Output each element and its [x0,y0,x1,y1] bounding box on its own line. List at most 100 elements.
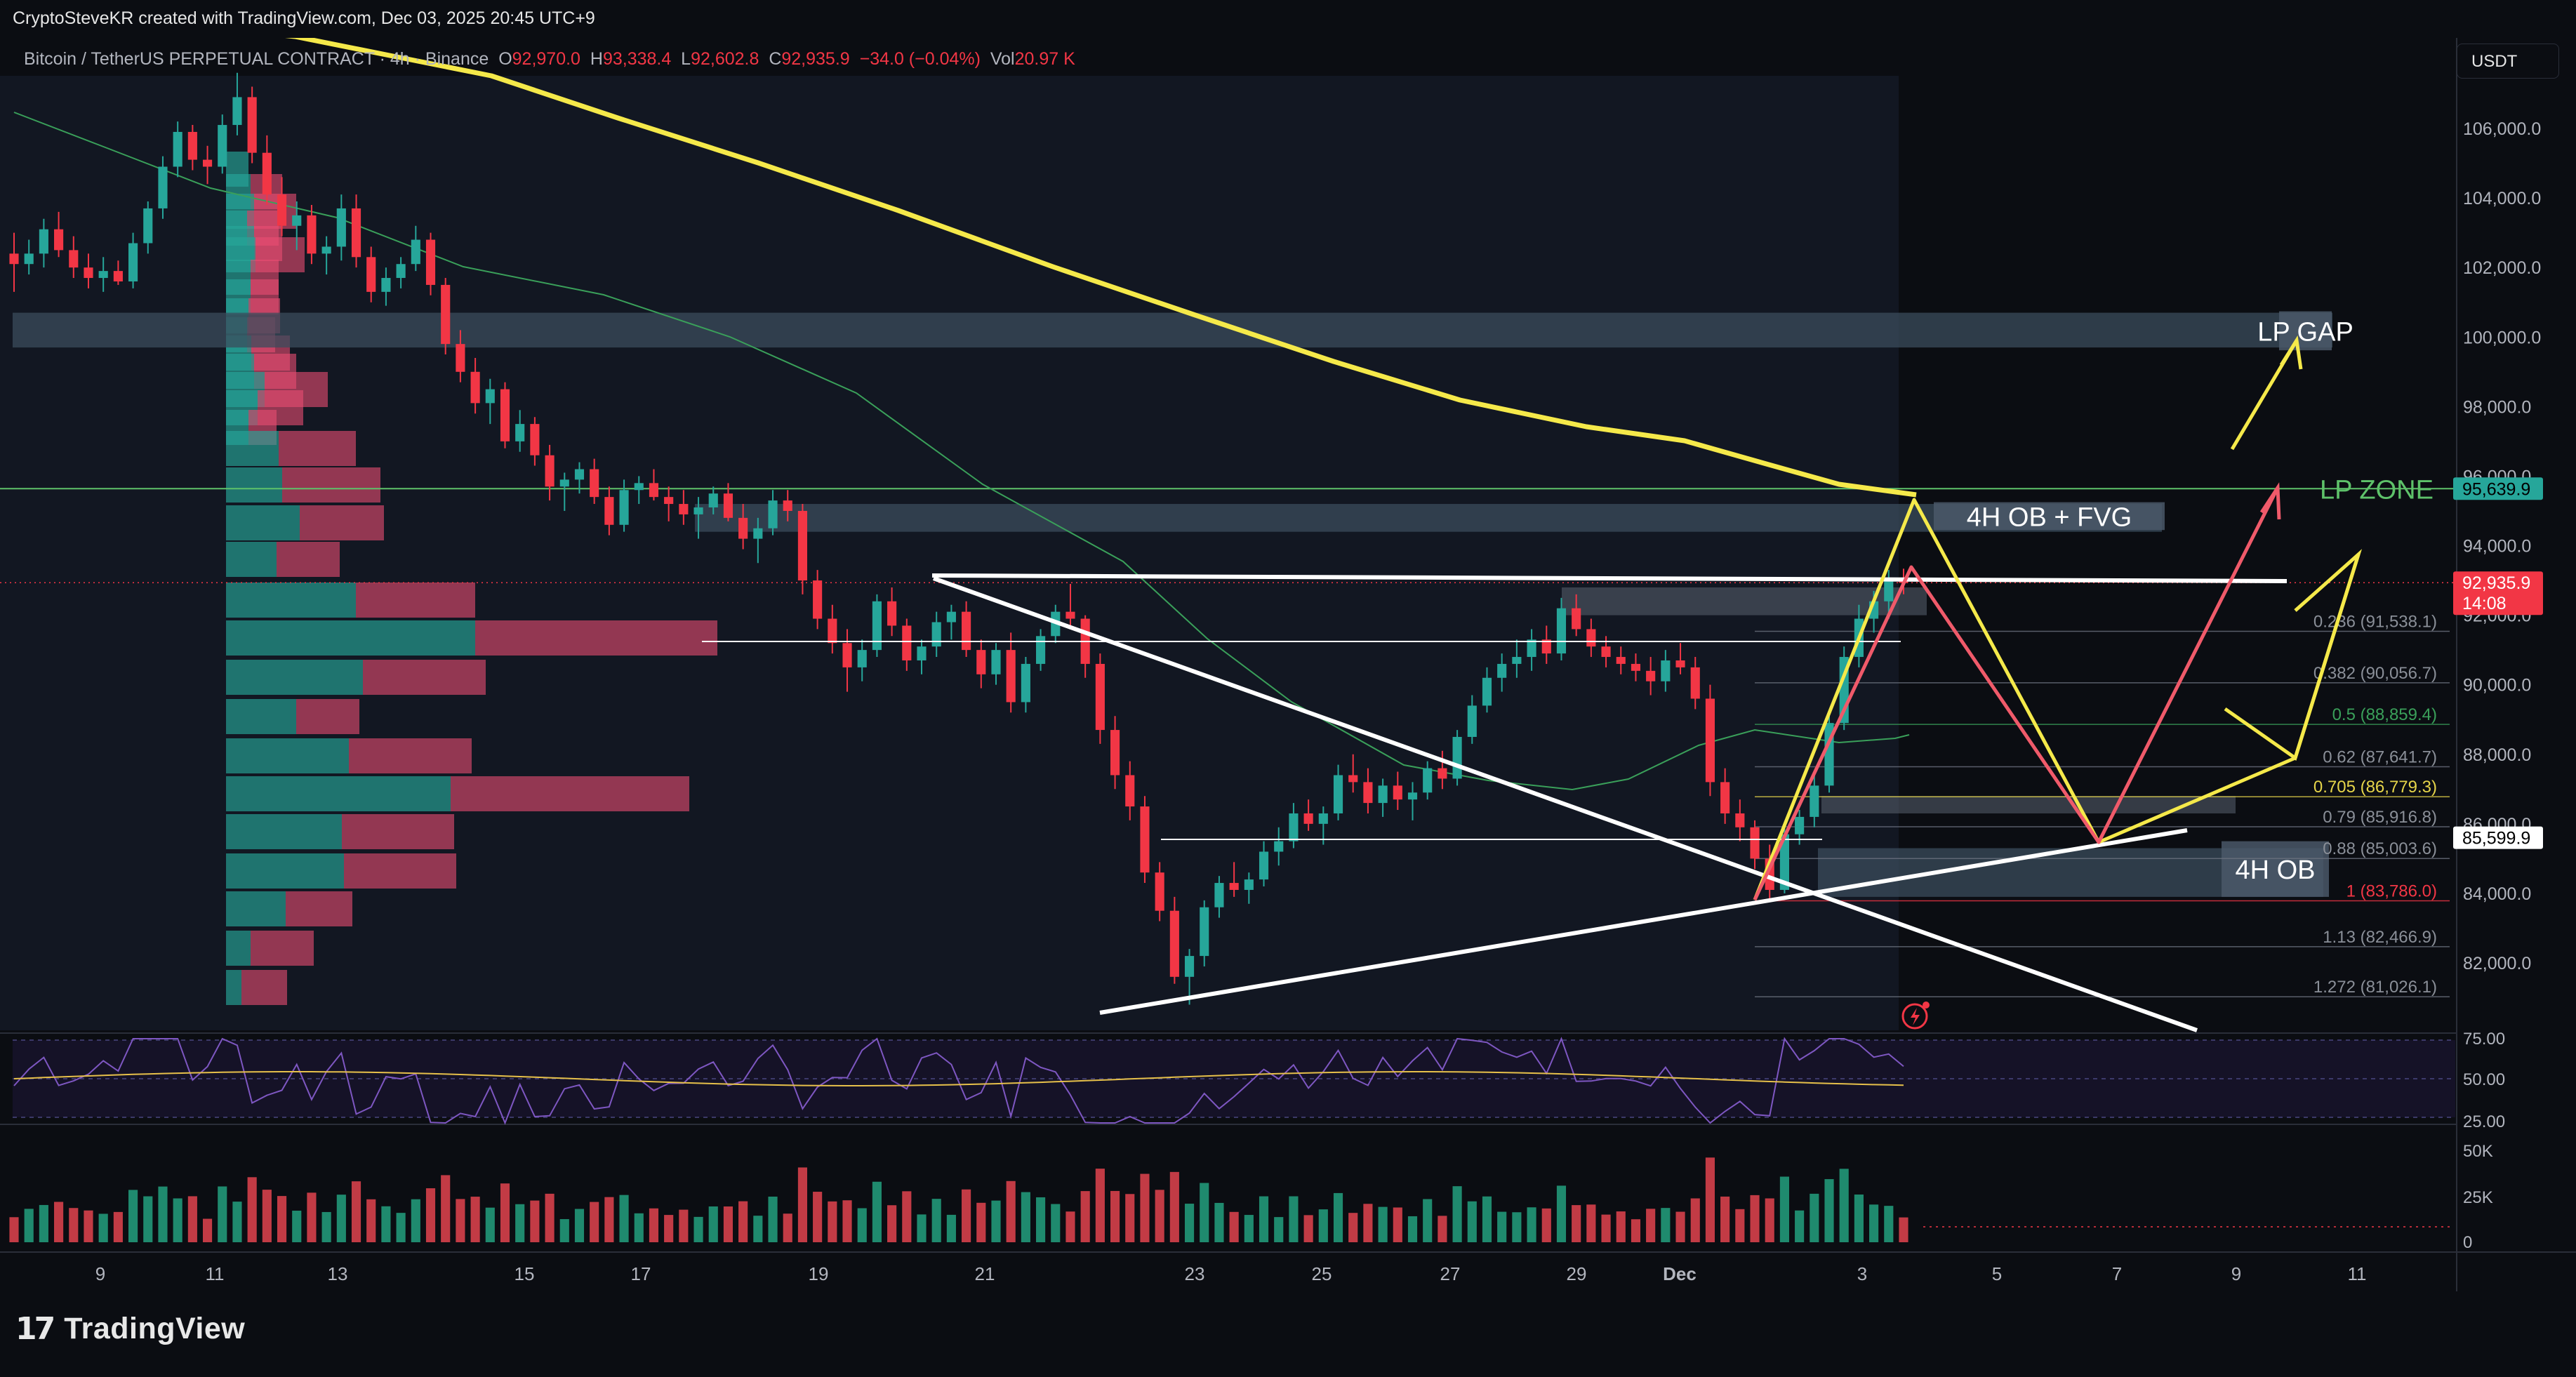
candle-down [1735,813,1745,827]
price-tick-label: 98,000.0 [2463,397,2531,417]
candle-down [1348,775,1358,783]
volume-bar [887,1205,897,1242]
fib-label: 0.705 (86,779.3) [2313,778,2437,797]
candle-down [828,618,837,644]
volume-bar [559,1219,569,1242]
candle-down [9,253,19,265]
volume-profile-buy [226,776,451,811]
volume-bar [753,1216,763,1242]
drawings[interactable] [702,335,2363,1032]
resistance-line [931,573,2288,583]
volume-bar [84,1210,93,1242]
candle-up [872,601,882,651]
high-label: H [590,49,603,69]
volume-bar [247,1177,257,1242]
candle-up [768,500,778,528]
candle-up [1200,907,1209,957]
rsi-tick-label: 25.00 [2463,1112,2505,1131]
volume-profile-buy [226,814,342,849]
volume-bar [1155,1190,1164,1242]
candle-up [917,646,927,660]
candle-up [1497,663,1507,678]
volume-bar [574,1209,585,1242]
volume-bar [1393,1207,1402,1242]
currency-selector[interactable]: USDT [2457,44,2559,79]
fib-label: 0.382 (90,056.7) [2313,664,2437,683]
volume-bar [396,1213,406,1242]
candle-down [1006,650,1016,703]
volume-bar [1779,1176,1789,1242]
candle-down [1363,782,1373,804]
volume-bar [1765,1198,1774,1242]
volume-bar [470,1197,480,1242]
symbol-name[interactable]: Bitcoin / TetherUS PERPETUAL CONTRACT · … [24,49,489,69]
candle-up [1512,657,1522,664]
volume-bar [336,1195,346,1242]
candle-down [84,267,93,279]
attribution-bar: CryptoSteveKR created with TradingView.c… [0,0,2576,38]
candle-down [1140,806,1150,873]
volume-bar [931,1199,941,1242]
volume-bar [1482,1196,1492,1242]
volume-profile-sell [363,660,486,695]
time-axis[interactable]: 9 11 13 15 17 19 21 23 25 27 29 Dec 3 5 7 9 11 [95,1263,2367,1284]
close-value: 92,935.9 [781,49,850,69]
volume-bar [456,1199,465,1242]
volume-profile-buy [226,660,363,695]
volume-bar [1616,1211,1626,1242]
candle-down [425,239,436,285]
price-label-text: 92,935.9 [2462,573,2530,593]
candle-up [634,483,644,491]
candle-down [1095,663,1105,731]
volume-bar [1378,1206,1388,1242]
time-tick-label: 25 [1312,1263,1332,1284]
volume-bar [218,1186,227,1242]
candle-down [187,131,197,160]
candle-down [1720,782,1730,813]
volume-profile-buy [226,699,296,734]
volume-profile-sell [251,931,314,966]
volume-profile-sell [342,814,454,849]
volume-bar [98,1213,108,1242]
candle-down [1110,730,1120,776]
candle-down [783,500,792,511]
price-chart[interactable]: LP GAP 4H OB + FVG 4H OB LP ZONE 0.236 (91,… [0,38,2576,1291]
price-tick-label: 88,000.0 [2463,745,2531,765]
volume-bar [1541,1208,1551,1242]
price-label-countdown: 14:08 [2462,594,2507,613]
candle-down [1169,910,1179,977]
tradingview-logo[interactable]: 17 TradingView [15,1311,245,1347]
candle-down [1586,629,1596,647]
volume-bar [783,1213,792,1242]
volume-bar [1244,1215,1254,1242]
tradingview-logo-icon: 17 [15,1311,55,1347]
volume-profile-buy [226,431,279,466]
fib-label: 0.79 (85,916.8) [2323,808,2437,827]
time-tick-label: 29 [1567,1263,1587,1284]
attribution-text: CryptoSteveKR created with TradingView.c… [13,8,595,28]
volume-bar [1200,1183,1209,1242]
price-tick-label: 100,000.0 [2463,328,2541,347]
candle-up [1289,813,1299,842]
time-tick-label: 15 [514,1263,535,1284]
candle-down [1393,785,1402,800]
volume-bar [738,1201,748,1242]
candle-up [1021,663,1030,703]
time-tick-label: 17 [631,1263,651,1284]
alert-icon[interactable] [1901,1002,1930,1030]
volume-bar [292,1211,302,1242]
volume-bar [485,1207,495,1242]
candle-down [1229,883,1239,890]
volume-tick-label: 25K [2463,1188,2493,1207]
volume-bar [962,1189,971,1242]
candle-down [1750,827,1760,859]
volume-bar [54,1202,64,1242]
candle-up [1036,636,1046,664]
volume-profile-buy [226,891,286,926]
volume-profile-buy [226,620,475,656]
rsi-ma-line [13,1071,1904,1086]
volume-bar [1795,1210,1805,1242]
candle-down [842,643,852,667]
price-tick-label: 90,000.0 [2463,676,2531,696]
candle-up [1244,879,1254,890]
